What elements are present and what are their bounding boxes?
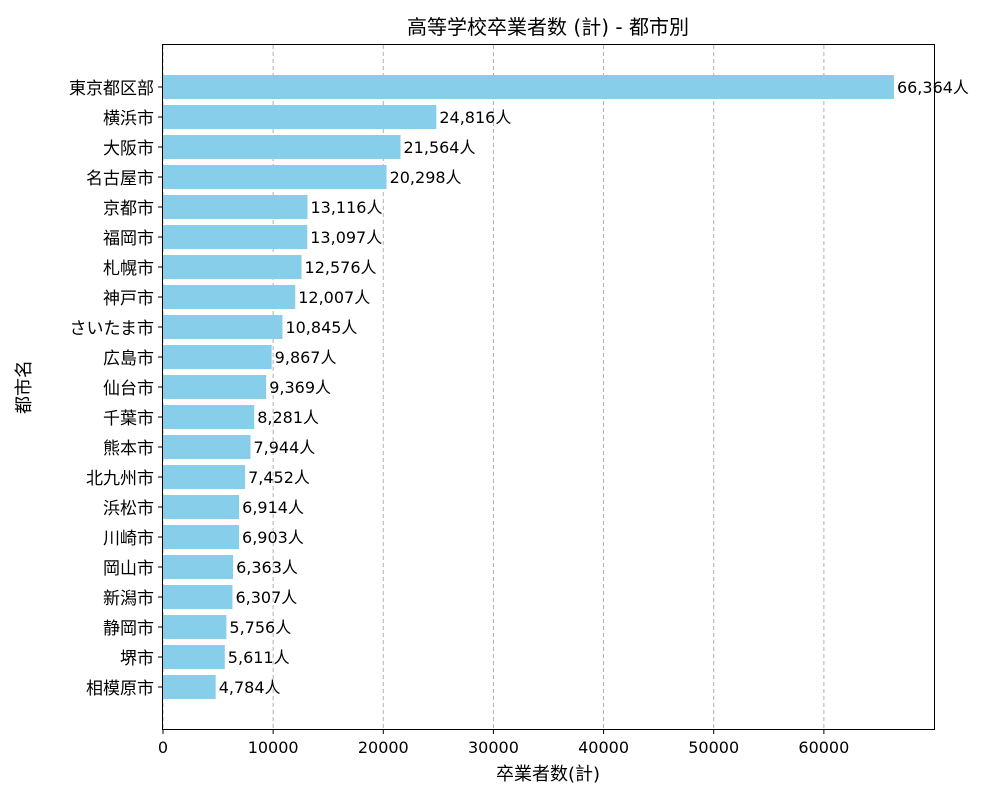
bar: [163, 405, 254, 429]
category-label: 川崎市: [103, 529, 154, 549]
x-axis-label: 卒業者数(計): [496, 764, 600, 785]
category-label: 岡山市: [103, 559, 154, 579]
bar: [163, 465, 245, 489]
bar: [163, 645, 225, 669]
bar: [163, 75, 894, 99]
data-label: 6,363人: [236, 558, 298, 577]
category-label: 名古屋市: [86, 169, 154, 189]
bar: [163, 585, 232, 609]
category-label: 東京都区部: [69, 79, 154, 99]
x-tick-label: 20000: [358, 738, 409, 757]
chart-title: 高等学校卒業者数 (計) - 都市別: [407, 15, 689, 39]
bar: [163, 435, 250, 459]
data-label: 6,914人: [242, 498, 304, 517]
x-tick-labels: 0 10000 20000 30000 40000 50000 60000: [158, 729, 849, 757]
data-label: 7,944人: [253, 438, 315, 457]
x-tick-label: 50000: [688, 738, 739, 757]
data-label: 5,611人: [228, 648, 290, 667]
y-axis-label: 都市名: [14, 360, 35, 414]
bar: [163, 255, 302, 279]
data-label: 66,364人: [897, 78, 969, 97]
category-label: さいたま市: [70, 319, 155, 339]
category-label: 熊本市: [103, 439, 154, 459]
data-label: 20,298人: [390, 168, 462, 187]
category-label: 福岡市: [103, 229, 154, 249]
x-tick-label: 0: [158, 738, 168, 757]
x-tick-label: 40000: [578, 738, 629, 757]
category-label: 仙台市: [103, 379, 154, 399]
bar: [163, 225, 307, 249]
bar: [163, 195, 307, 219]
data-label: 6,307人: [235, 588, 297, 607]
category-labels: 東京都区部横浜市大阪市名古屋市京都市福岡市札幌市神戸市さいたま市広島市仙台市千葉…: [69, 79, 163, 699]
bar: [163, 165, 387, 189]
category-label: 大阪市: [103, 139, 154, 159]
data-label: 9,369人: [269, 378, 331, 397]
x-tick-label: 10000: [248, 738, 299, 757]
data-label: 12,576人: [305, 258, 377, 277]
category-label: 堺市: [120, 649, 154, 669]
category-label: 静岡市: [103, 619, 154, 639]
category-label: 新潟市: [103, 589, 154, 609]
bar: [163, 105, 436, 129]
bar: [163, 555, 233, 579]
category-label: 横浜市: [103, 109, 154, 129]
data-label: 12,007人: [298, 288, 370, 307]
category-label: 神戸市: [103, 289, 154, 309]
bar: [163, 315, 282, 339]
x-tick-label: 60000: [798, 738, 849, 757]
data-label: 13,097人: [310, 228, 382, 247]
category-label: 京都市: [103, 199, 154, 219]
bar: [163, 525, 239, 549]
bar: [163, 675, 216, 699]
data-label: 4,784人: [219, 678, 281, 697]
bar: [163, 495, 239, 519]
data-label: 7,452人: [248, 468, 310, 487]
data-label: 8,281人: [257, 408, 319, 427]
x-tick-label: 30000: [468, 738, 519, 757]
bar: [163, 615, 226, 639]
category-label: 北九州市: [86, 469, 154, 489]
bar: [163, 375, 266, 399]
bar: [163, 345, 272, 369]
data-label: 10,845人: [285, 318, 357, 337]
data-label: 9,867人: [275, 348, 337, 367]
data-label: 24,816人: [439, 108, 511, 127]
bar: [163, 135, 401, 159]
data-label: 6,903人: [242, 528, 304, 547]
data-label: 21,564人: [404, 138, 476, 157]
data-label: 5,756人: [229, 618, 291, 637]
category-label: 浜松市: [103, 499, 154, 519]
data-label: 13,116人: [310, 198, 382, 217]
category-label: 広島市: [103, 349, 154, 369]
bar: [163, 285, 295, 309]
category-label: 札幌市: [103, 259, 154, 279]
category-label: 相模原市: [86, 679, 154, 699]
category-label: 千葉市: [103, 409, 154, 429]
